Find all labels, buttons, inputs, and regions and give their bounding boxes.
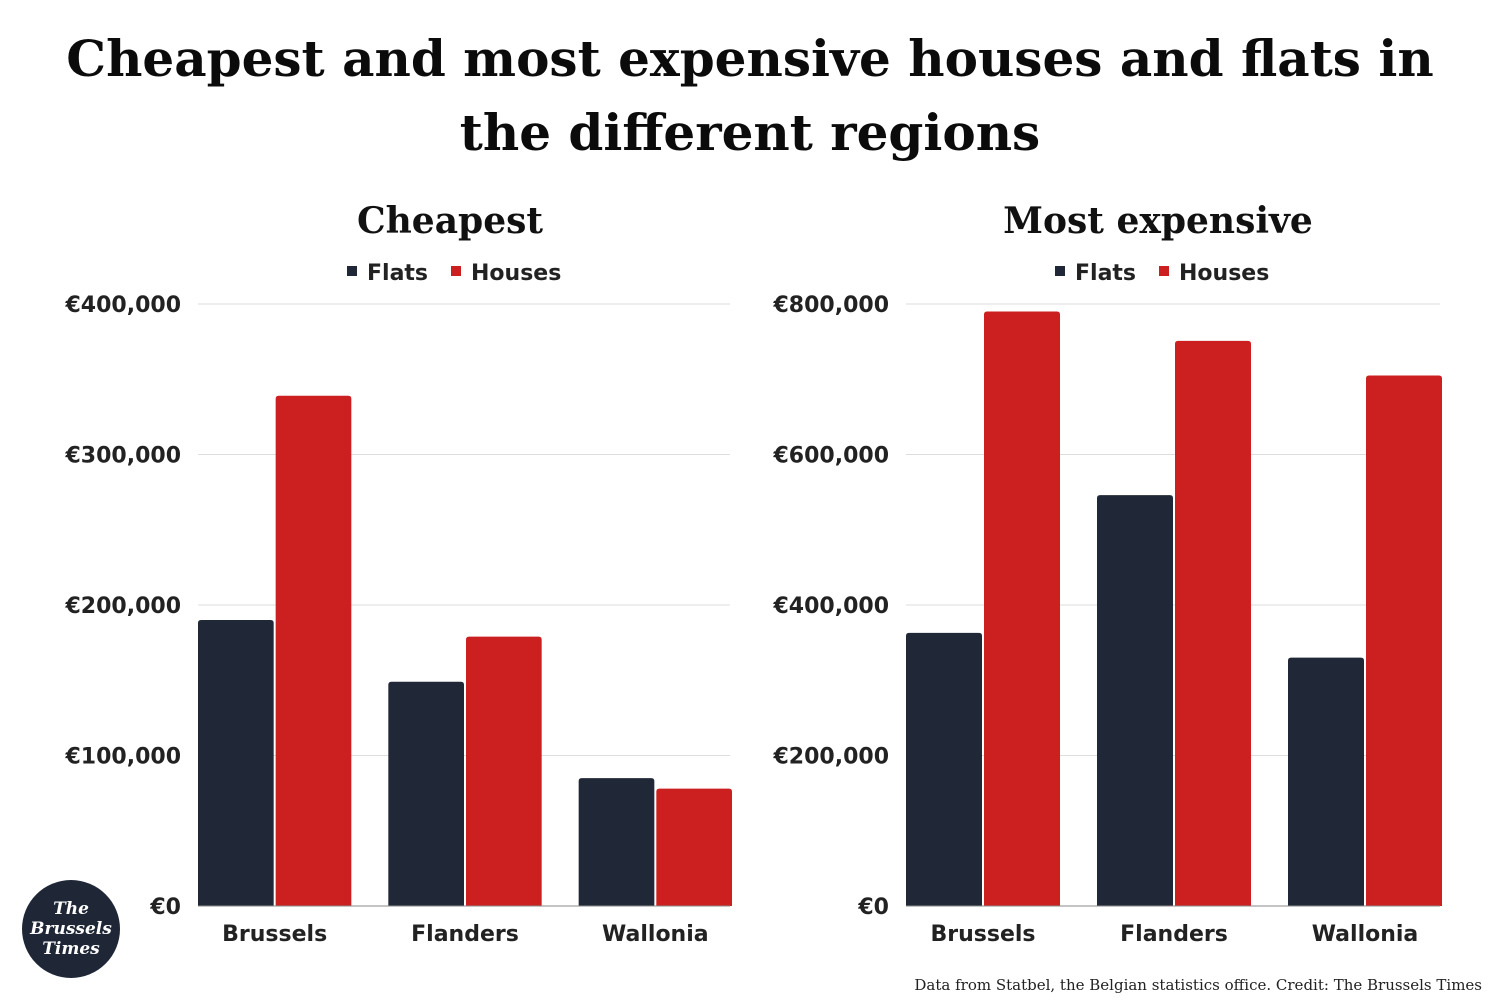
legend-swatch-flats — [1055, 266, 1065, 276]
y-tick-label: €0 — [857, 895, 889, 920]
logo-line-1: The — [53, 899, 89, 919]
bar-houses-brussels — [984, 311, 1060, 906]
bar-flats-flanders — [1097, 495, 1173, 906]
bar-houses-flanders — [466, 636, 542, 906]
y-tick-label: €300,000 — [64, 444, 181, 469]
y-tick-label: €0 — [149, 895, 181, 920]
x-tick-label: Flanders — [1120, 922, 1228, 947]
legend-label-flats: Flats — [367, 261, 428, 286]
legend-label-houses: Houses — [1179, 261, 1269, 286]
page-title: Cheapest and most expensive houses and f… — [66, 29, 1434, 162]
bar-flats-brussels — [906, 632, 982, 906]
y-tick-label: €400,000 — [64, 293, 181, 318]
bar-houses-brussels — [275, 395, 352, 906]
y-tick-label: €800,000 — [772, 293, 889, 318]
x-tick-label: Wallonia — [1312, 922, 1419, 947]
legend-swatch-houses — [451, 266, 461, 276]
bar-flats-wallonia — [1288, 657, 1364, 906]
bar-flats-brussels — [198, 620, 274, 906]
logo-line-3: Times — [42, 939, 100, 959]
x-tick-label: Flanders — [411, 922, 519, 947]
brussels-times-logo: The Brussels Times — [22, 880, 120, 978]
y-tick-label: €400,000 — [772, 594, 889, 619]
legend-swatch-flats — [347, 266, 357, 276]
y-tick-label: €600,000 — [772, 444, 889, 469]
chart-title: Most expensive — [1003, 200, 1313, 242]
chart-title: Cheapest — [357, 200, 543, 242]
source-credit: Data from Statbel, the Belgian statistic… — [914, 976, 1482, 994]
bar-houses-flanders — [1175, 340, 1251, 906]
legend-swatch-houses — [1159, 266, 1169, 276]
bar-houses-wallonia — [1366, 375, 1442, 906]
legend-label-houses: Houses — [471, 261, 561, 286]
y-tick-label: €100,000 — [64, 745, 181, 770]
legend-label-flats: Flats — [1075, 261, 1136, 286]
logo-line-2: Brussels — [30, 919, 112, 939]
bar-houses-wallonia — [656, 788, 732, 906]
x-tick-label: Brussels — [222, 922, 327, 947]
y-tick-label: €200,000 — [64, 594, 181, 619]
x-tick-label: Brussels — [930, 922, 1035, 947]
y-tick-label: €200,000 — [772, 745, 889, 770]
x-tick-label: Wallonia — [602, 922, 709, 947]
bar-flats-flanders — [388, 681, 464, 906]
bar-flats-wallonia — [578, 778, 655, 906]
